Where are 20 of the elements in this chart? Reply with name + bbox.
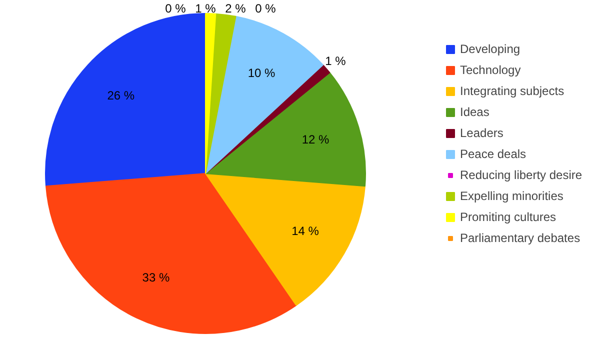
- data-label: 1 %: [195, 2, 216, 16]
- legend-label: Developing: [460, 42, 520, 56]
- legend-label: Parliamentary debates: [460, 231, 580, 245]
- data-label: 2 %: [225, 2, 246, 16]
- legend-label: Peace deals: [460, 147, 526, 161]
- data-label: 12 %: [302, 132, 330, 146]
- legend-label: Ideas: [460, 105, 490, 119]
- legend-label: Technology: [460, 63, 521, 77]
- data-label: 1 %: [325, 54, 346, 68]
- legend-label: Reducing liberty desire: [460, 168, 582, 182]
- data-label: 10 %: [248, 66, 276, 80]
- text: 0 %: [165, 2, 186, 16]
- legend-label: Leaders: [460, 126, 504, 140]
- data-label: 26 %: [107, 88, 135, 102]
- data-label: 33 %: [142, 270, 170, 285]
- legend-label: Expelling minorities: [460, 189, 564, 203]
- legend-label: Promiting cultures: [460, 210, 556, 224]
- legend-label: Integrating subjects: [460, 84, 564, 98]
- text: 0 %: [255, 2, 276, 16]
- data-label: 14 %: [292, 224, 320, 238]
